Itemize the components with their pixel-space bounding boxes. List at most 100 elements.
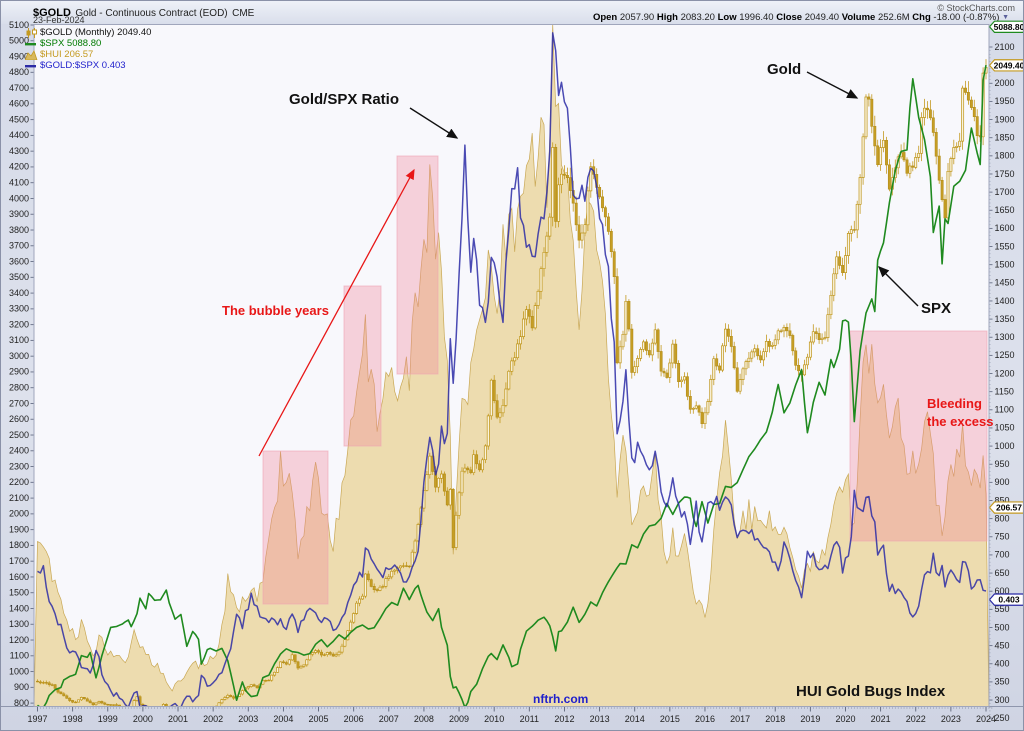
left-axis-label: 1700 <box>9 556 29 566</box>
left-axis-label: 1900 <box>9 524 29 534</box>
right-axis-label: 250 <box>995 713 1010 723</box>
left-axis-label: 3300 <box>9 304 29 314</box>
right-axis-label: 1750 <box>995 169 1015 179</box>
right-axis-label: 950 <box>995 459 1010 469</box>
annotation-bleeding-line2: the excess <box>927 414 994 429</box>
annotation-bubble-years: The bubble years <box>222 303 329 318</box>
x-axis-year-label: 2006 <box>344 714 364 724</box>
left-axis-label: 4900 <box>9 51 29 61</box>
right-axis-label: 1700 <box>995 187 1015 197</box>
chart-title: $GOLD Gold - Continuous Contract (EOD) C… <box>33 3 254 21</box>
left-axis-label: 5100 <box>9 20 29 30</box>
header-band <box>1 1 1023 24</box>
highlight-box <box>343 285 382 447</box>
left-axis-label: 3000 <box>9 351 29 361</box>
copyright: © StockCharts.com <box>937 3 1015 13</box>
last-price-marker-label: 0.403 <box>998 595 1020 605</box>
left-axis-label: 4500 <box>9 114 29 124</box>
x-axis-year-label: 2012 <box>554 714 574 724</box>
chevron-down-icon[interactable]: ▼ <box>1002 14 1009 21</box>
annotation-bleeding-line1: Bleeding <box>927 396 982 411</box>
chg-value: -18.00 (-0.87%) <box>933 12 1000 23</box>
x-axis-year-label: 2020 <box>835 714 855 724</box>
volume-value: 252.6M <box>877 12 910 23</box>
line-icon <box>25 39 39 49</box>
right-axis-label: 1600 <box>995 223 1015 233</box>
left-axis-label: 4000 <box>9 193 29 203</box>
quote-bar: Open 2057.90 High 2083.20 Low 1996.40 Cl… <box>593 12 1009 23</box>
last-price-marker-label: 206.57 <box>996 503 1022 513</box>
last-price-marker <box>988 593 1023 606</box>
right-axis-label: 1200 <box>995 368 1015 378</box>
right-axis-label: 1450 <box>995 278 1015 288</box>
right-axis-label: 500 <box>995 622 1010 632</box>
x-axis-year-label: 1999 <box>98 714 118 724</box>
high-label: High <box>656 12 678 23</box>
gold-candles-up <box>41 66 988 707</box>
left-axis-label: 2600 <box>9 414 29 424</box>
line-icon <box>25 61 39 71</box>
right-axis-label: 600 <box>995 586 1010 596</box>
left-axis-label: 4400 <box>9 130 29 140</box>
left-axis-label: 1200 <box>9 635 29 645</box>
chg-label: Chg <box>912 12 931 23</box>
left-axis-label: 4100 <box>9 178 29 188</box>
x-axis-year-label: 2016 <box>695 714 715 724</box>
right-axis-label: 1650 <box>995 205 1015 215</box>
annotation-site-watermark: nftrh.com <box>533 692 589 706</box>
spx-arrow <box>878 266 919 307</box>
exchange: CME <box>232 8 255 19</box>
x-axis-year-label: 2003 <box>238 714 258 724</box>
left-axis-label: 1600 <box>9 572 29 582</box>
right-axis-label: 400 <box>995 659 1010 669</box>
right-axis-label: 1000 <box>995 441 1015 451</box>
last-price-marker-label: 5088.80 <box>994 22 1024 32</box>
series-layer <box>34 24 989 707</box>
legend-label-spx: $SPX 5088.80 <box>40 38 102 49</box>
right-axis-label: 1300 <box>995 332 1015 342</box>
annotation-hui-gold-bugs-index: HUI Gold Bugs Index <box>796 683 946 700</box>
x-axis-year-label: 2022 <box>906 714 926 724</box>
right-axis-label: 800 <box>995 513 1010 523</box>
left-axis-label: 2200 <box>9 477 29 487</box>
right-axis-label: 1500 <box>995 259 1015 269</box>
red-arrow <box>258 168 415 457</box>
last-price-marker <box>988 501 1023 514</box>
legend-item-gold: $GOLD (Monthly) 2049.40 <box>25 27 151 38</box>
x-axis-year-label: 2014 <box>625 714 645 724</box>
x-axis-year-label: 1998 <box>63 714 83 724</box>
right-axis-label: 2100 <box>995 42 1015 52</box>
x-axis-year-label: 2004 <box>273 714 293 724</box>
area-icon <box>25 49 39 60</box>
right-axis-label: 650 <box>995 568 1010 578</box>
right-axis-label: 700 <box>995 550 1010 560</box>
left-axis-label: 5000 <box>9 36 29 46</box>
left-axis-label: 3500 <box>9 272 29 282</box>
highlight-box <box>396 155 439 375</box>
last-price-marker <box>988 59 1023 72</box>
x-axis-year-label: 2024 <box>976 714 996 724</box>
x-axis-year-label: 2001 <box>168 714 188 724</box>
left-axis-label: 1400 <box>9 603 29 613</box>
plot-border <box>33 24 990 707</box>
left-axis-label: 2300 <box>9 461 29 471</box>
x-axis-year-label: 2008 <box>414 714 434 724</box>
left-axis-label: 900 <box>14 682 29 692</box>
right-axis-label: 550 <box>995 604 1010 614</box>
left-axis-label: 2700 <box>9 398 29 408</box>
right-axis-label: 1550 <box>995 241 1015 251</box>
left-axis-label: 2100 <box>9 493 29 503</box>
right-axis-label: 1900 <box>995 114 1015 124</box>
close-value: 2049.40 <box>804 12 840 23</box>
ratio-arrow <box>409 107 459 139</box>
x-axis-year-label: 2010 <box>484 714 504 724</box>
right-axis-label: 2000 <box>995 78 1015 88</box>
left-axis-label: 1500 <box>9 588 29 598</box>
right-axis-label: 350 <box>995 677 1010 687</box>
right-axis-label: 1950 <box>995 96 1015 106</box>
left-axis-label: 1800 <box>9 540 29 550</box>
left-axis-label: 3200 <box>9 319 29 329</box>
x-axis-year-label: 2007 <box>379 714 399 724</box>
annotation-arrows-layer <box>258 71 919 457</box>
